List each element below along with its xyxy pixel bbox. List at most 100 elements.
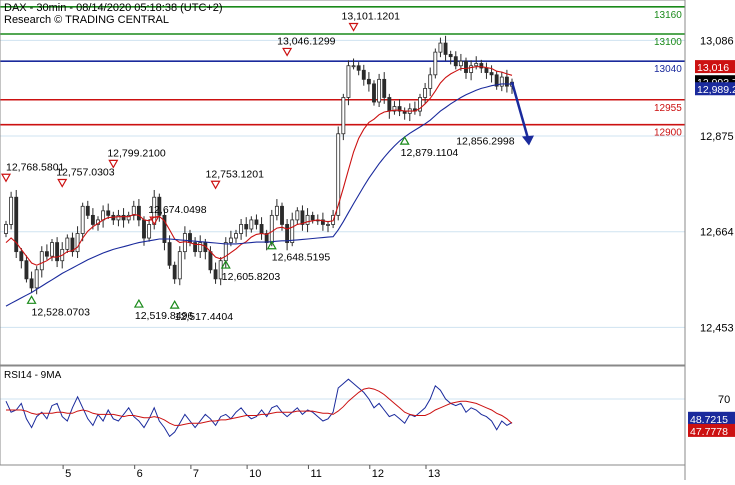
rsi-badge-label: 48.7215 xyxy=(690,414,728,426)
candle-body xyxy=(228,237,233,243)
swing-low-marker xyxy=(169,299,180,309)
y-tick-label: 12,664 xyxy=(700,227,734,239)
rsi-badge-label: 47.7778 xyxy=(690,426,728,438)
candle-body xyxy=(85,205,90,216)
candle-body xyxy=(458,60,463,67)
rsi-panel-frame xyxy=(0,365,686,466)
candle-body xyxy=(504,76,509,87)
candle-body xyxy=(484,67,489,73)
moving-averages xyxy=(5,66,513,307)
candle-body xyxy=(341,97,346,135)
candle-body xyxy=(443,42,448,55)
level-label: 12955 xyxy=(654,103,682,114)
candle-body xyxy=(142,219,146,239)
candle-body xyxy=(336,133,341,216)
candle-body xyxy=(361,69,366,80)
swing-high-marker xyxy=(282,47,293,57)
chart-source: Research © TRADING CENTRAL xyxy=(4,14,169,26)
candle-body xyxy=(285,224,290,243)
price-badge-label: 13,016 xyxy=(697,62,729,74)
swing-high-label: 12,757.0303 xyxy=(56,167,115,179)
candle-body xyxy=(469,65,474,73)
swing-high-marker xyxy=(108,159,119,169)
candle-body xyxy=(198,242,203,253)
candle-body xyxy=(438,42,443,53)
swing-low-marker xyxy=(133,298,144,308)
swing-low-marker xyxy=(26,295,37,304)
x-tick-label: 5 xyxy=(65,468,71,480)
swing-low-marker xyxy=(220,259,231,269)
candle-body xyxy=(346,65,351,98)
swing-high-marker xyxy=(57,178,68,188)
x-tick-label: 13 xyxy=(428,468,440,480)
candle-body xyxy=(208,251,213,271)
candle-body xyxy=(351,65,356,68)
candle-body xyxy=(9,196,14,225)
candle-body xyxy=(147,224,152,239)
swing-low-label: 12,648.5195 xyxy=(272,252,331,264)
swing-low-label: 12,517.4404 xyxy=(175,311,234,323)
ma-slow-line xyxy=(5,83,513,307)
candle-body xyxy=(382,78,387,98)
x-tick-label: 6 xyxy=(137,468,143,480)
candle-body xyxy=(14,196,19,253)
candle-body xyxy=(300,210,305,225)
candle-body xyxy=(387,97,392,112)
x-tick-label: 12 xyxy=(372,468,384,480)
candle-body xyxy=(326,224,330,226)
candle-body xyxy=(372,83,376,103)
candle-body xyxy=(218,260,223,280)
candle-body xyxy=(70,237,75,253)
candle-body xyxy=(254,219,259,225)
rsi-panel xyxy=(0,378,685,438)
candle-body xyxy=(157,196,162,216)
candle-body xyxy=(464,60,468,73)
candle-body xyxy=(131,205,136,216)
rsi-line xyxy=(5,378,513,438)
candle-body xyxy=(162,214,167,243)
target-label: 12,856.2998 xyxy=(456,136,515,148)
x-tick-label: 7 xyxy=(193,468,199,480)
level-label: 13100 xyxy=(654,37,682,48)
candle-body xyxy=(90,214,95,225)
x-tick-label: 11 xyxy=(310,468,321,480)
swing-high-label: 12,753.1201 xyxy=(206,168,265,180)
grid xyxy=(0,39,685,328)
candle-body xyxy=(50,242,54,257)
candle-body xyxy=(213,269,218,280)
candle-body xyxy=(499,76,504,87)
candle-body xyxy=(24,260,29,280)
level-label: 13040 xyxy=(654,64,682,75)
candle-body xyxy=(453,56,458,67)
candle-body xyxy=(290,219,295,243)
y-tick-label: 13,086 xyxy=(700,35,734,47)
candle-body xyxy=(474,63,479,67)
candle-body xyxy=(356,65,361,71)
rsi-title: RSI14 - 9MA xyxy=(4,370,62,381)
candle-body xyxy=(418,97,422,112)
projection-arrow-line xyxy=(510,81,530,139)
candle-body xyxy=(320,219,325,225)
candle-body xyxy=(177,251,182,280)
candle-body xyxy=(479,63,484,69)
candle-body xyxy=(448,54,453,58)
swing-low-label: 12,528.0703 xyxy=(32,306,91,318)
candle-body xyxy=(494,74,499,87)
candle-body xyxy=(193,242,198,253)
candle-body xyxy=(55,242,60,262)
candle-body xyxy=(65,237,70,250)
swing-high-marker xyxy=(0,173,12,183)
candle-body xyxy=(366,78,371,85)
candle-body xyxy=(489,72,494,76)
candle-body xyxy=(310,214,315,221)
candle-body xyxy=(234,233,238,239)
candle-body xyxy=(295,210,300,221)
candle-body xyxy=(39,251,44,271)
candle-body xyxy=(239,224,244,234)
candle-body xyxy=(377,78,382,103)
swing-low-label: 12,879.1104 xyxy=(401,147,459,159)
candle-body xyxy=(172,264,177,280)
